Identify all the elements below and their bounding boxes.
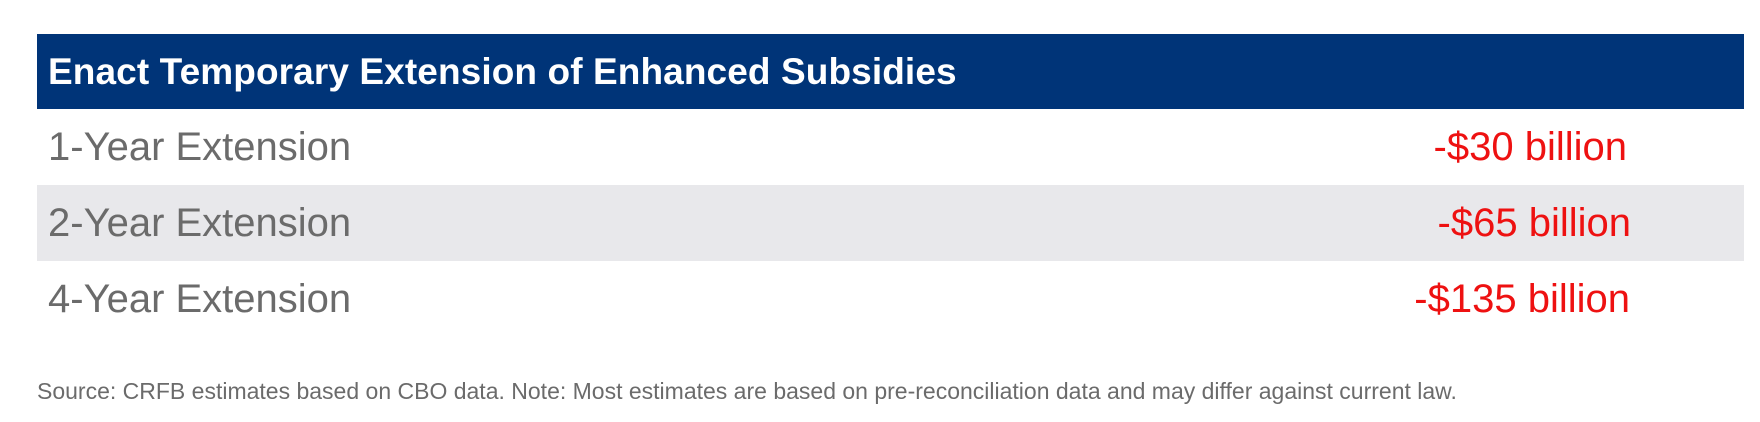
row-label: 1-Year Extension bbox=[48, 124, 352, 169]
table-row: 4-Year Extension -$135 billion bbox=[37, 261, 1744, 337]
row-value: -$65 billion bbox=[1437, 200, 1631, 245]
table-header: Enact Temporary Extension of Enhanced Su… bbox=[37, 34, 1744, 109]
source-footnote: Source: CRFB estimates based on CBO data… bbox=[37, 378, 1457, 404]
table-row: 1-Year Extension -$30 billion bbox=[37, 109, 1744, 185]
table-row: 2-Year Extension -$65 billion bbox=[37, 185, 1744, 261]
table-title: Enact Temporary Extension of Enhanced Su… bbox=[48, 50, 957, 92]
row-value: -$135 billion bbox=[1414, 276, 1630, 321]
row-value: -$30 billion bbox=[1433, 124, 1627, 169]
row-label: 4-Year Extension bbox=[48, 276, 352, 321]
row-label: 2-Year Extension bbox=[48, 200, 352, 245]
subsidy-extension-table: Enact Temporary Extension of Enhanced Su… bbox=[37, 34, 1744, 337]
